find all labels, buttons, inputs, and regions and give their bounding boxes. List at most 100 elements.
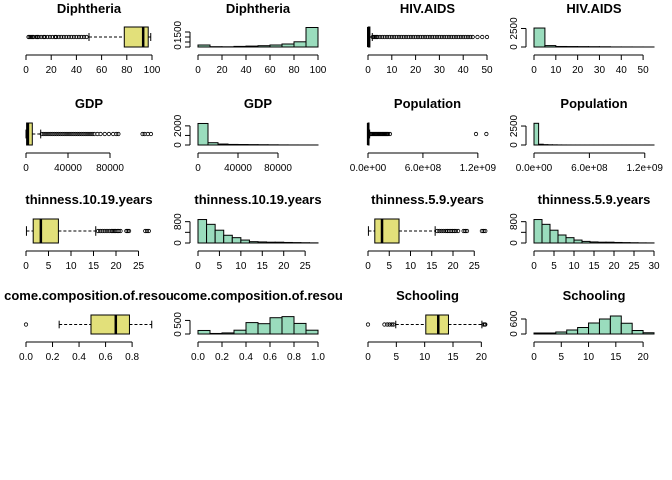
outlier-point [439,34,444,40]
histogram-bar [283,241,293,244]
histogram-bar [588,322,600,335]
x-tick-label: 80000 [264,163,292,174]
histogram-bar [240,239,250,244]
box [374,218,400,244]
histogram-bar [533,332,546,335]
outlier-point [401,34,406,40]
outlier-point [43,131,49,137]
outlier-point [76,34,82,40]
histogram-bar [573,239,583,244]
histogram-bar [266,241,276,244]
panel-11: thinness.5.9.years 0 5 10 15 20 25 30 0 800 [509,192,660,272]
histogram-bar [281,43,295,48]
outlier-point [408,34,413,40]
y-tick-label: 800 [173,213,184,230]
outlier-point [480,34,485,40]
outlier-point [116,228,121,234]
outlier-point [437,228,442,234]
x-tick-label: 5 [551,261,557,272]
outlier-point [79,34,84,40]
outlier-point [435,228,440,234]
x-tick-label: 40 [616,65,628,76]
x-tick-label: 5 [386,261,392,272]
outlier-point [444,34,449,40]
outlier-point [384,34,390,40]
x-tick-label: 20 [447,261,459,272]
outlier-point [90,131,95,137]
x-tick-label: 15 [588,261,600,272]
x-tick-label: 50 [638,65,650,76]
outlier-point [84,34,89,40]
y-tick-label: 500 [173,312,184,329]
outlier-point [42,34,48,40]
outlier-point [59,34,64,40]
outlier-point [56,131,61,137]
outlier-point [62,131,67,137]
histogram-bar [293,41,307,48]
outlier-point [461,34,466,40]
x-tick-label: 20 [216,65,228,76]
outlier-point [418,34,423,40]
panel-title: Diphtheria [226,1,291,16]
outlier-point [403,34,409,40]
panel-3: HIV.AIDS 0 10 20 30 40 50 0 2500 [509,1,655,76]
outlier-point [406,34,411,40]
outlier-point [425,34,430,40]
panel-title: Schooling [396,288,459,303]
outlier-point [100,228,105,234]
outlier-point [102,228,107,234]
outlier-point [83,131,88,137]
x-tick-label: 25 [628,261,640,272]
histogram-bar [598,318,611,335]
outlier-point [106,131,112,137]
x-tick-label: 0.6 [263,352,277,363]
outlier-point [451,34,456,40]
x-tick-label: 0 [195,65,201,76]
x-tick-label: 15 [610,352,622,363]
histogram-bar [221,332,235,335]
outlier-point [464,228,470,234]
x-tick-label: 25 [469,261,481,272]
outlier-point [87,131,93,137]
x-tick-label: 0 [365,65,371,76]
outlier-point [468,34,473,40]
histogram-bar [541,223,551,244]
histogram-bar [577,327,590,335]
outlier-point [126,228,132,234]
x-tick-label: 0.0 [19,352,33,363]
panel-7: Population 0.0e+00 6.0e+08 1.2e+09 0 2500 [509,96,663,174]
panel-title: thinness.5.9.years [538,192,651,207]
box [90,314,130,335]
outlier-point [116,131,121,137]
outlier-point [71,34,76,40]
outlier-point [48,131,53,137]
outlier-point [453,228,459,234]
x-tick-label: 30 [594,65,606,76]
x-tick-label: 80000 [96,163,124,174]
histogram-bar [231,237,242,244]
outlier-point [452,228,457,234]
x-tick-label: 0 [195,163,201,174]
x-tick-label: 10 [568,261,580,272]
panel-15: Schooling 0 5 10 15 20 0 600 [509,288,655,363]
histogram-bar [269,44,283,48]
outlier-point [458,34,463,40]
outlier-point [423,34,428,40]
panel-title: thinness.5.9.years [371,192,484,207]
histogram-bar [620,322,633,335]
outlier-point [385,322,390,327]
outlier-point [36,34,41,40]
outlier-point [61,34,66,40]
x-tick-label: 20 [46,65,58,76]
x-tick-label: 5 [46,261,52,272]
outlier-point [427,34,432,40]
histogram-bar [269,317,283,335]
panel-title: Diphtheria [57,1,122,16]
panel-13: come.composition.of.resou 0.0 0.2 0.4 0.6 0.8… [173,288,343,363]
x-tick-label: 60 [264,65,276,76]
x-tick-label: 5 [217,261,223,272]
outlier-point [95,228,101,234]
outlier-point [81,131,86,137]
x-tick-label: 40000 [54,163,82,174]
